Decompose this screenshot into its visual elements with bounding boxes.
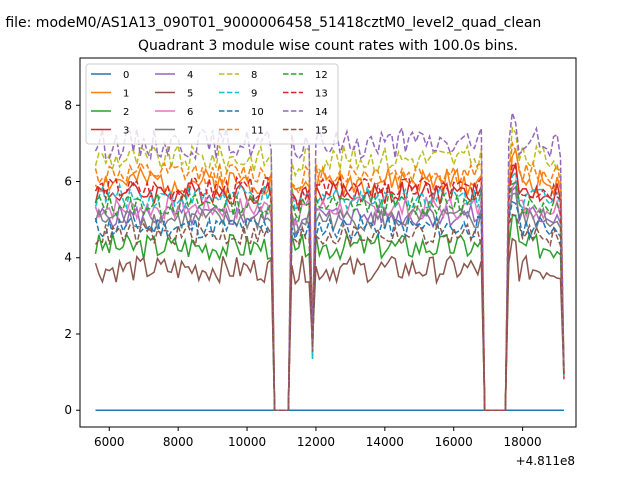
x-tick-label: 8000 — [163, 435, 194, 449]
x-tick-label: 16000 — [435, 435, 473, 449]
y-tick-label: 8 — [64, 98, 72, 112]
legend-label-9: 9 — [251, 89, 257, 100]
legend-label-14: 14 — [315, 107, 328, 118]
y-tick-label: 4 — [64, 251, 72, 265]
legend-label-7: 7 — [187, 126, 193, 137]
y-tick-label: 6 — [64, 175, 72, 189]
legend-label-10: 10 — [251, 107, 264, 118]
legend-frame — [85, 63, 339, 145]
x-offset-label: +4.811e8 — [516, 454, 575, 468]
x-tick-label: 12000 — [297, 435, 335, 449]
legend-label-2: 2 — [123, 107, 129, 118]
x-tick-label: 18000 — [504, 435, 542, 449]
plot-lines — [94, 112, 565, 411]
legend-label-5: 5 — [187, 89, 193, 100]
x-axis-ticks: 6000 8000 10000 12000 14000 16000 18000 — [94, 427, 542, 449]
x-tick-label: 6000 — [94, 435, 125, 449]
figure-suptitle: n file: modeM0/AS1A13_090T01_9000006458_… — [0, 15, 541, 31]
legend-label-6: 6 — [187, 107, 193, 118]
series-line-13 — [94, 161, 565, 411]
chart-title: Quadrant 3 module wise count rates with … — [138, 38, 518, 54]
legend-label-0: 0 — [123, 70, 129, 81]
legend-label-15: 15 — [315, 126, 328, 137]
legend-label-1: 1 — [123, 89, 129, 100]
y-tick-label: 2 — [64, 327, 72, 341]
series-line-12 — [94, 181, 565, 411]
y-tick-label: 0 — [64, 403, 72, 417]
legend-label-12: 12 — [315, 70, 328, 81]
legend-label-11: 11 — [251, 126, 264, 137]
series-line-15 — [94, 213, 565, 411]
x-tick-label: 14000 — [366, 435, 404, 449]
axes-frame — [79, 57, 577, 428]
legend-label-3: 3 — [123, 126, 129, 137]
legend-label-4: 4 — [187, 70, 193, 81]
legend-label-13: 13 — [315, 89, 328, 100]
y-axis-ticks: 0 2 4 6 8 — [64, 98, 80, 417]
legend-label-8: 8 — [251, 70, 257, 81]
x-tick-label: 10000 — [228, 435, 266, 449]
